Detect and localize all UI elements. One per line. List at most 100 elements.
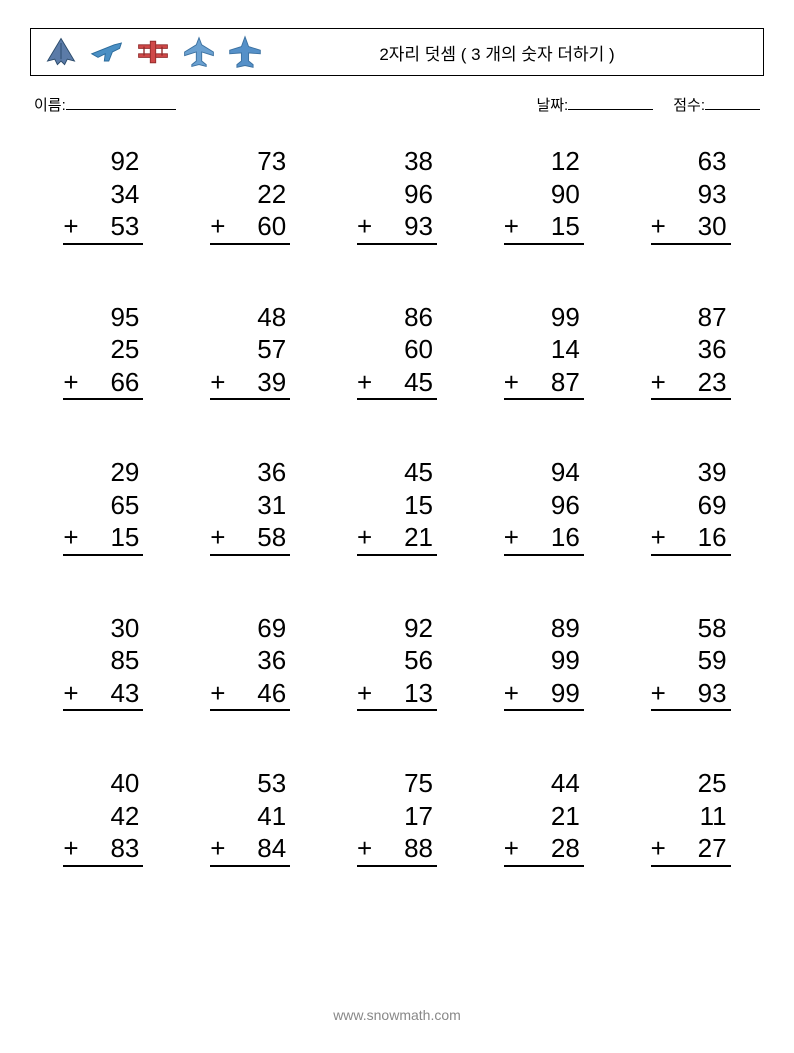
footer-url-suffix: .com: [430, 1007, 460, 1023]
operator-line: +46: [210, 677, 290, 712]
addend-3: 21: [404, 521, 433, 554]
addend-2: 15: [357, 489, 437, 522]
addend-2: 21: [504, 800, 584, 833]
problem: 8660+45: [357, 301, 437, 401]
addend-1: 12: [504, 145, 584, 178]
addend-3: 23: [698, 366, 727, 399]
addend-2: 59: [651, 644, 731, 677]
operator-line: +21: [357, 521, 437, 556]
operator: +: [357, 210, 372, 243]
score-label: 점수:: [673, 94, 705, 115]
operator: +: [210, 677, 225, 710]
addend-3: 15: [110, 521, 139, 554]
problem: 3085+43: [63, 612, 143, 712]
header-icons: [43, 34, 263, 70]
addend-2: 96: [504, 489, 584, 522]
addend-2: 65: [63, 489, 143, 522]
operator: +: [210, 366, 225, 399]
footer-url-math: math: [399, 1007, 430, 1023]
operator: +: [504, 832, 519, 865]
problem: 3631+58: [210, 456, 290, 556]
plane-icon-5: [227, 34, 263, 70]
addend-3: 58: [257, 521, 286, 554]
problem: 4042+83: [63, 767, 143, 867]
addend-1: 58: [651, 612, 731, 645]
addend-2: 69: [651, 489, 731, 522]
operator-line: +84: [210, 832, 290, 867]
operator-line: +13: [357, 677, 437, 712]
addend-3: 60: [257, 210, 286, 243]
operator: +: [210, 521, 225, 554]
addend-3: 15: [551, 210, 580, 243]
addend-3: 27: [698, 832, 727, 865]
addend-1: 86: [357, 301, 437, 334]
problem: 2965+15: [63, 456, 143, 556]
operator: +: [210, 832, 225, 865]
addend-2: 96: [357, 178, 437, 211]
addend-3: 87: [551, 366, 580, 399]
addend-1: 40: [63, 767, 143, 800]
addend-1: 36: [210, 456, 290, 489]
addend-2: 99: [504, 644, 584, 677]
operator: +: [651, 832, 666, 865]
addend-2: 11: [651, 800, 731, 833]
addend-3: 84: [257, 832, 286, 865]
footer-url-snow: snow: [367, 1007, 400, 1023]
problem: 7517+88: [357, 767, 437, 867]
operator-line: +60: [210, 210, 290, 245]
problem: 9256+13: [357, 612, 437, 712]
addend-3: 66: [110, 366, 139, 399]
addend-3: 30: [698, 210, 727, 243]
operator: +: [357, 677, 372, 710]
addend-3: 16: [698, 521, 727, 554]
plane-icon-2: [89, 34, 125, 70]
operator: +: [651, 677, 666, 710]
worksheet-title: 2자리 덧셈 ( 3 개의 숫자 더하기 ): [263, 40, 751, 65]
addend-3: 83: [110, 832, 139, 865]
addend-2: 93: [651, 178, 731, 211]
addend-2: 56: [357, 644, 437, 677]
operator-line: +23: [651, 366, 731, 401]
addend-1: 29: [63, 456, 143, 489]
operator: +: [357, 832, 372, 865]
operator-line: +16: [504, 521, 584, 556]
addend-1: 48: [210, 301, 290, 334]
problem: 9914+87: [504, 301, 584, 401]
operator-line: +15: [504, 210, 584, 245]
addend-1: 44: [504, 767, 584, 800]
addend-3: 16: [551, 521, 580, 554]
operator-line: +87: [504, 366, 584, 401]
addend-1: 75: [357, 767, 437, 800]
addend-2: 42: [63, 800, 143, 833]
addend-1: 25: [651, 767, 731, 800]
problem: 9525+66: [63, 301, 143, 401]
plane-icon-3: [135, 34, 171, 70]
addend-3: 13: [404, 677, 433, 710]
operator-line: +15: [63, 521, 143, 556]
header-box: 2자리 덧셈 ( 3 개의 숫자 더하기 ): [30, 28, 764, 76]
operator: +: [651, 366, 666, 399]
operator: +: [63, 366, 78, 399]
plane-icon-4: [181, 34, 217, 70]
addend-3: 45: [404, 366, 433, 399]
problem: 7322+60: [210, 145, 290, 245]
addend-1: 63: [651, 145, 731, 178]
addend-2: 90: [504, 178, 584, 211]
addend-1: 73: [210, 145, 290, 178]
footer-url-prefix: www.: [333, 1007, 366, 1023]
addend-3: 28: [551, 832, 580, 865]
addend-2: 60: [357, 333, 437, 366]
addend-2: 85: [63, 644, 143, 677]
addend-2: 41: [210, 800, 290, 833]
date-label: 날짜:: [536, 94, 568, 115]
problem: 8999+99: [504, 612, 584, 712]
operator: +: [357, 521, 372, 554]
operator: +: [651, 210, 666, 243]
problem: 6393+30: [651, 145, 731, 245]
addend-2: 25: [63, 333, 143, 366]
addend-1: 30: [63, 612, 143, 645]
addend-2: 36: [651, 333, 731, 366]
addend-1: 38: [357, 145, 437, 178]
addend-1: 95: [63, 301, 143, 334]
worksheet-page: 2자리 덧셈 ( 3 개의 숫자 더하기 ) 이름: 날짜: 점수: 9234+…: [0, 0, 794, 867]
